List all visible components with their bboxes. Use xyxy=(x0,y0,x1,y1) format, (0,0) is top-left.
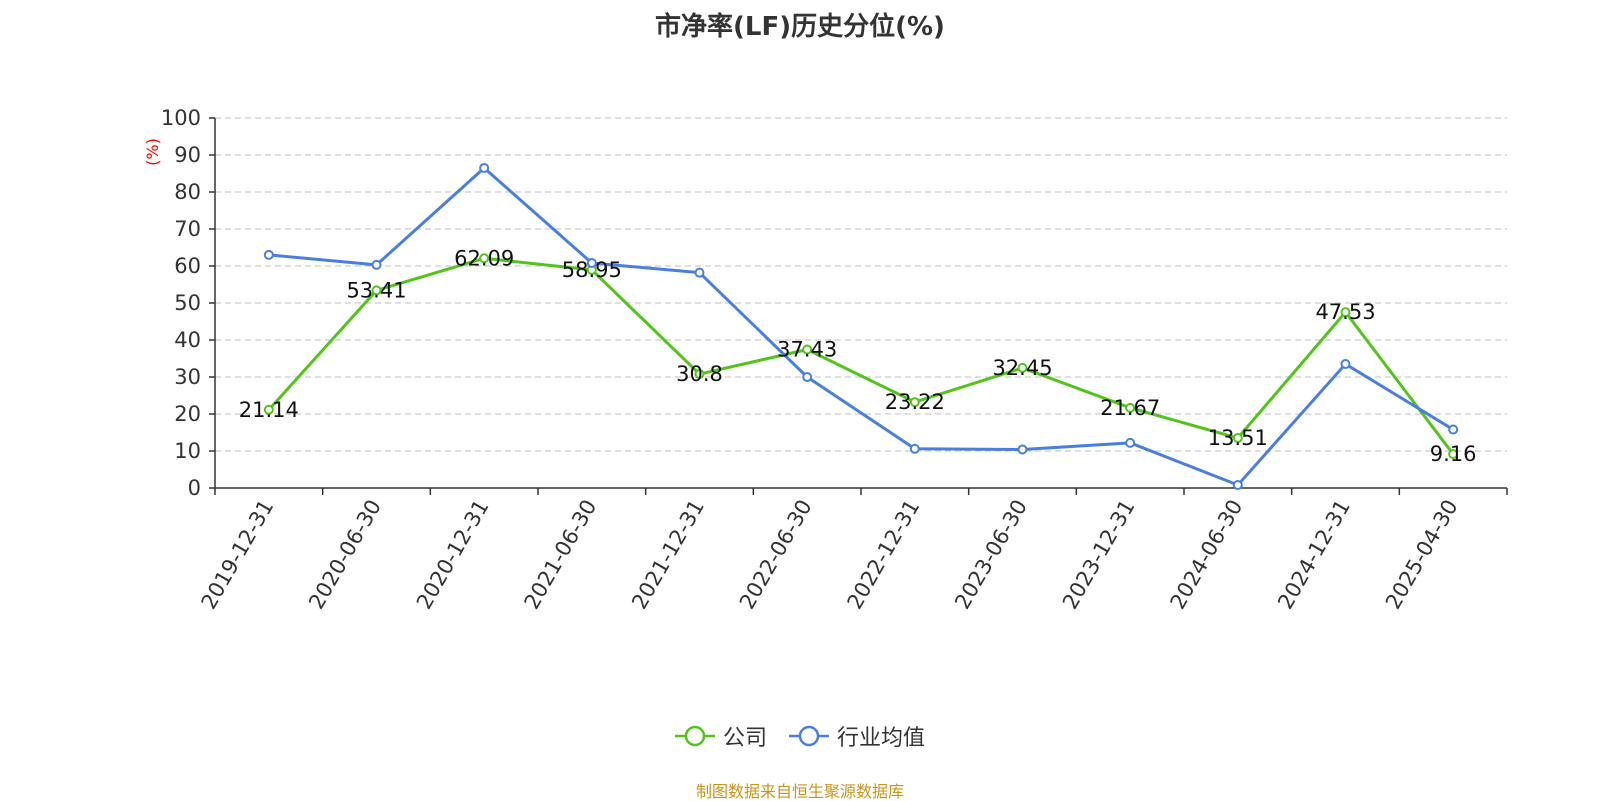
y-tick-label: 50 xyxy=(174,291,201,315)
y-tick-label: 10 xyxy=(174,439,201,463)
data-label: 21.14 xyxy=(239,398,299,422)
y-tick-label: 80 xyxy=(174,180,201,204)
x-tick-label: 2021-06-30 xyxy=(520,496,602,614)
data-point[interactable] xyxy=(1017,444,1028,455)
legend-item-industry-average[interactable]: 行业均值 xyxy=(789,720,925,752)
data-label: 21.67 xyxy=(1100,396,1160,420)
data-label: 58.95 xyxy=(562,258,622,282)
x-tick-label: 2020-06-30 xyxy=(304,496,386,614)
data-point[interactable] xyxy=(1448,449,1459,460)
data-label: 9.16 xyxy=(1430,442,1477,466)
data-label: 37.43 xyxy=(777,338,837,362)
data-point[interactable] xyxy=(371,259,382,270)
y-tick-label: 90 xyxy=(174,143,201,167)
data-point[interactable] xyxy=(371,285,382,296)
x-tick-label: 2019-12-31 xyxy=(197,496,279,614)
data-point[interactable] xyxy=(1125,437,1136,448)
legend-industry-average-label: 行业均值 xyxy=(837,726,926,751)
x-tick-label: 2023-06-30 xyxy=(950,496,1032,614)
data-label: 47.53 xyxy=(1315,300,1375,324)
x-tick-label: 2021-12-31 xyxy=(627,496,709,614)
chart-title: 市净率(LF)历史分位(%) xyxy=(655,12,945,42)
data-point[interactable] xyxy=(479,162,490,173)
data-point[interactable] xyxy=(1448,424,1459,435)
data-label: 53.41 xyxy=(346,278,406,302)
data-point[interactable] xyxy=(1232,433,1243,444)
data-label: 13.51 xyxy=(1208,426,1268,450)
x-tick-label: 2025-04-30 xyxy=(1381,496,1463,614)
x-tick-label: 2022-06-30 xyxy=(735,496,817,614)
y-axis-label: (%) xyxy=(143,138,162,166)
data-point[interactable] xyxy=(694,369,705,380)
data-point[interactable] xyxy=(802,372,813,382)
data-label: 62.09 xyxy=(454,246,514,270)
legend-item-company[interactable]: 公司 xyxy=(674,720,767,752)
x-tick-label: 2020-12-31 xyxy=(412,495,494,613)
data-labels: 21.14 53.41 62.09 58.95 30.8 37.43 23.22 32.45 2… xyxy=(239,246,1477,466)
data-point[interactable] xyxy=(909,443,920,454)
data-point[interactable] xyxy=(263,249,274,260)
data-point[interactable] xyxy=(586,258,597,269)
legend: 公司 行业均值 xyxy=(0,720,1600,752)
x-tick-label: 2023-12-31 xyxy=(1058,496,1140,614)
x-tick-label: 2024-12-31 xyxy=(1273,496,1355,614)
y-tick-label: 100 xyxy=(161,106,201,130)
y-tick-label: 0 xyxy=(188,476,201,500)
legend-company-line-icon xyxy=(674,725,715,747)
data-point[interactable] xyxy=(1125,402,1136,413)
series-line-industry-average xyxy=(268,166,1454,487)
legend-company-label: 公司 xyxy=(722,726,767,751)
source-note: 制图数据来自恒生聚源数据库 xyxy=(695,782,904,801)
data-point[interactable] xyxy=(479,253,490,264)
data-label: 23.22 xyxy=(885,390,945,414)
x-tick-label: 2022-12-31 xyxy=(843,495,925,613)
y-tick-label: 70 xyxy=(174,217,201,241)
data-label: 30.8 xyxy=(676,362,723,386)
data-point[interactable] xyxy=(1340,307,1351,318)
data-label: 32.45 xyxy=(992,356,1052,380)
data-point[interactable] xyxy=(1340,359,1351,370)
series-lines xyxy=(263,162,1459,491)
data-point[interactable] xyxy=(263,404,274,415)
y-tick-label: 40 xyxy=(174,328,201,352)
y-tick-label: 30 xyxy=(174,365,201,389)
y-tick-label: 60 xyxy=(174,254,201,278)
y-tick-label: 20 xyxy=(174,402,201,426)
data-point[interactable] xyxy=(1232,480,1243,491)
x-tick-label: 2024-06-30 xyxy=(1166,496,1248,614)
series-line-company xyxy=(267,256,1455,456)
data-point[interactable] xyxy=(1017,362,1028,373)
data-point[interactable] xyxy=(694,267,705,278)
legend-industry-line-icon xyxy=(789,725,829,747)
data-point[interactable] xyxy=(802,344,813,355)
data-point[interactable] xyxy=(909,397,920,408)
